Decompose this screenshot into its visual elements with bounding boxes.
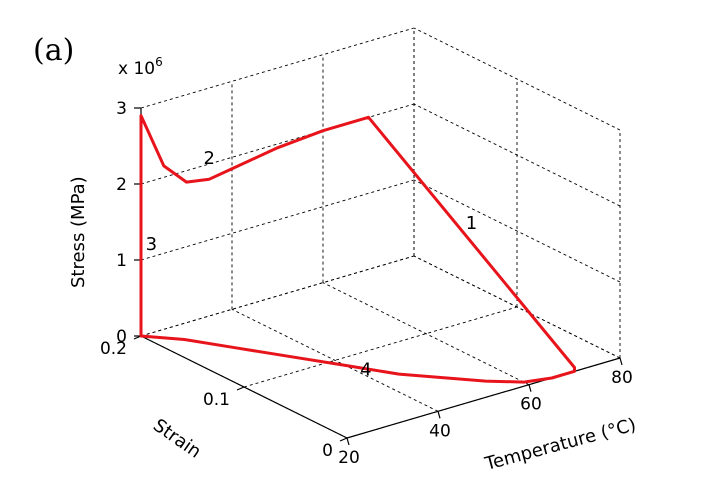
x-tick-label: 80 xyxy=(611,368,633,388)
z-tick-label: 3 xyxy=(116,99,127,119)
panel-label: (a) xyxy=(33,33,74,68)
z-axis-label: Stress (MPa) xyxy=(68,176,89,288)
annotations: 1 2 3 4 xyxy=(146,148,478,381)
grid-line-z-back xyxy=(140,179,415,261)
grid-line-y-floor xyxy=(140,255,415,337)
grid-line-z-side xyxy=(413,179,621,283)
x-axis-line xyxy=(346,357,621,439)
grid-line-z-side xyxy=(413,27,621,131)
grid-line-y-floor xyxy=(243,306,518,388)
y-tick-mark xyxy=(339,437,348,442)
grid-line-z-back xyxy=(140,103,415,185)
x-tick-mark xyxy=(437,411,441,419)
z-tick-label: 2 xyxy=(116,175,127,195)
z-tick-label: 0 xyxy=(116,327,127,347)
annotation-4: 4 xyxy=(360,360,371,381)
grid-line-z-side xyxy=(413,103,621,207)
data-curve xyxy=(139,114,576,384)
x-tick-mark xyxy=(619,357,623,366)
annotation-2: 2 xyxy=(204,148,215,169)
grid-line-x-floor xyxy=(231,308,439,412)
grid-line-z-back xyxy=(140,27,415,109)
grid-line-x-floor xyxy=(322,282,530,386)
y-tick-label: 0.1 xyxy=(203,390,230,410)
grid-lines xyxy=(140,27,621,439)
x-tick-label: 60 xyxy=(520,395,542,415)
y-tick-label: 0 xyxy=(322,441,333,461)
annotation-1: 1 xyxy=(466,213,477,234)
x-axis-label: Temperature (°C) xyxy=(482,414,638,475)
x-tick-mark xyxy=(346,437,350,446)
annotation-3: 3 xyxy=(146,234,157,255)
x-tick-mark xyxy=(528,384,532,392)
y-axis-label: Strain xyxy=(149,415,205,463)
x-tick-label: 40 xyxy=(429,421,451,441)
x-tick-label: 20 xyxy=(338,448,360,468)
y-tick-label: 0.2 xyxy=(100,339,127,359)
data-curve-layer xyxy=(139,114,576,384)
y-tick-mark xyxy=(236,386,245,391)
z-tick-label: 1 xyxy=(116,251,127,271)
z-multiplier: x 106 xyxy=(118,55,163,79)
